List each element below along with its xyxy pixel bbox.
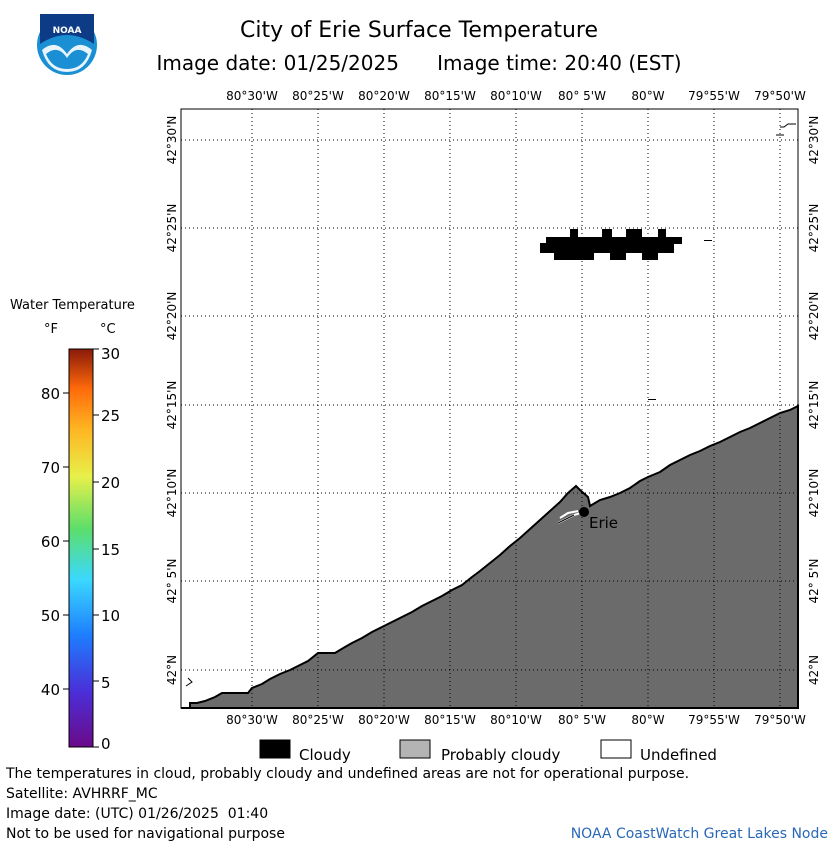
latitude-label-left: 42°25'N	[165, 204, 179, 253]
scale-f-80: 80	[40, 385, 60, 403]
utc-date-text: Image date: (UTC) 01/26/2025 01:40	[6, 806, 269, 822]
latitude-label-right: 42°25'N	[807, 204, 821, 253]
scale-c-0: 0	[101, 735, 111, 753]
satellite-text: Satellite: AVHRRF_MC	[6, 786, 158, 802]
longitude-label-top: 80°20'W	[358, 89, 410, 103]
longitude-label-bottom: 80°25'W	[292, 713, 344, 727]
latitude-label-right: 42°15'N	[807, 381, 821, 430]
scale-c-15: 15	[101, 541, 121, 559]
latitude-label-right: 42°20'N	[807, 292, 821, 341]
longitude-label-top: 79°50'W	[754, 89, 806, 103]
latitude-label-right: 42° 5'N	[807, 559, 821, 604]
longitude-label-bottom: 80°20'W	[358, 713, 410, 727]
longitude-label-bottom: 80° 5'W	[558, 713, 606, 727]
latitude-label-left: 42°20'N	[165, 292, 179, 341]
undefined-label: Undefined	[640, 746, 717, 764]
latitude-label-right: 42°N	[807, 655, 821, 685]
land-area	[181, 404, 799, 709]
scale-f-50: 50	[40, 607, 60, 625]
latitude-label-left: 42°N	[165, 655, 179, 685]
map-title: City of Erie Surface Temperature	[239, 18, 599, 43]
scale-c-5: 5	[101, 674, 111, 692]
legend-unit-f: °F	[44, 322, 58, 337]
longitude-label-bottom: 80°15'W	[424, 713, 476, 727]
scale-f-40: 40	[40, 681, 60, 699]
longitude-label-bottom: 79°55'W	[688, 713, 740, 727]
probably-cloudy-swatch	[399, 739, 431, 759]
longitude-label-bottom: 80°W	[631, 713, 664, 727]
nav-warning-text: Not to be used for navigational purpose	[6, 826, 285, 842]
latitude-label-left: 42°15'N	[165, 381, 179, 430]
legend-unit-c: °C	[100, 322, 116, 337]
scale-c-20: 20	[101, 474, 121, 492]
logo-text: NOAA	[53, 26, 82, 36]
erie-city-marker	[579, 507, 589, 517]
latitude-label-right: 42°30'N	[807, 116, 821, 165]
cloud-patch	[540, 229, 682, 260]
scale-f-60: 60	[40, 533, 60, 551]
scale-c-10: 10	[101, 607, 121, 625]
cloudy-label: Cloudy	[299, 746, 351, 764]
longitude-label-top: 79°55'W	[688, 89, 740, 103]
latitude-label-left: 42°30'N	[165, 116, 179, 165]
scale-f-70: 70	[40, 459, 60, 477]
scale-c-30: 30	[101, 345, 121, 363]
longitude-label-top: 80°25'W	[292, 89, 344, 103]
longitude-label-top: 80°W	[631, 89, 664, 103]
legend-title: Water Temperature	[10, 298, 135, 313]
image-date-label: Image date: 01/25/2025	[156, 51, 399, 75]
longitude-label-top: 80° 5'W	[558, 89, 606, 103]
latitude-label-left: 42° 5'N	[165, 559, 179, 604]
longitude-label-top: 80°15'W	[424, 89, 476, 103]
longitude-label-bottom: 80°10'W	[490, 713, 542, 727]
disclaimer-text: The temperatures in cloud, probably clou…	[6, 766, 690, 782]
undefined-swatch	[600, 739, 632, 759]
map-subtitle: Image date: 01/25/2025 Image time: 20:40…	[0, 51, 838, 75]
probably-cloudy-label: Probably cloudy	[441, 746, 561, 764]
scale-c-25: 25	[101, 407, 121, 425]
scale-ticks	[63, 348, 99, 748]
graticule-labels: 80°30'W 80°30'W 80°25'W 80°25'W 80°20'W 80°20…	[165, 89, 821, 727]
graticule	[181, 109, 798, 708]
noaa-logo: NOAA	[37, 14, 97, 75]
longitude-label-bottom: 79°50'W	[754, 713, 806, 727]
erie-city-label: Erie	[589, 514, 618, 532]
longitude-label-top: 80°30'W	[226, 89, 278, 103]
temperature-color-scale	[68, 348, 94, 748]
latitude-label-right: 42°10'N	[807, 469, 821, 518]
longitude-label-top: 80°10'W	[490, 89, 542, 103]
cloudy-swatch	[259, 739, 291, 759]
credit-text: NOAA CoastWatch Great Lakes Node	[570, 826, 828, 842]
latitude-label-left: 42°10'N	[165, 469, 179, 518]
longitude-label-bottom: 80°30'W	[226, 713, 278, 727]
image-time-label: Image time: 20:40 (EST)	[437, 51, 682, 75]
